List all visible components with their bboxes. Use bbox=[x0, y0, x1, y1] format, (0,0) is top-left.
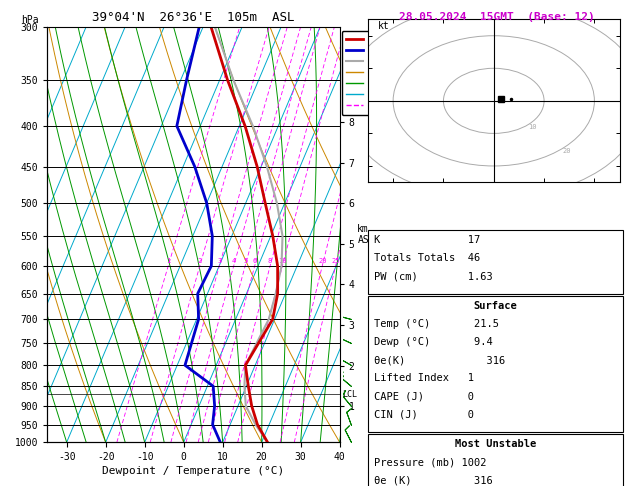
Text: Most Unstable: Most Unstable bbox=[455, 439, 536, 450]
Text: kt: kt bbox=[378, 21, 390, 31]
X-axis label: Dewpoint / Temperature (°C): Dewpoint / Temperature (°C) bbox=[103, 466, 284, 476]
Text: 8: 8 bbox=[268, 258, 272, 264]
Text: θe (K)          316: θe (K) 316 bbox=[374, 475, 493, 486]
Text: Surface: Surface bbox=[474, 301, 517, 312]
Text: hPa: hPa bbox=[21, 15, 38, 25]
Text: 1: 1 bbox=[166, 258, 170, 264]
Text: © weatheronline.co.uk: © weatheronline.co.uk bbox=[435, 469, 559, 479]
Text: Totals Totals  46: Totals Totals 46 bbox=[374, 253, 481, 263]
Text: 25: 25 bbox=[331, 258, 340, 264]
Text: K              17: K 17 bbox=[374, 235, 481, 245]
Text: CAPE (J)       0: CAPE (J) 0 bbox=[374, 391, 474, 401]
Text: Temp (°C)       21.5: Temp (°C) 21.5 bbox=[374, 319, 499, 330]
Text: 28.05.2024  15GMT  (Base: 12): 28.05.2024 15GMT (Base: 12) bbox=[399, 12, 595, 22]
Text: LCL: LCL bbox=[343, 390, 357, 399]
Text: 4: 4 bbox=[231, 258, 236, 264]
Text: Lifted Index   1: Lifted Index 1 bbox=[374, 373, 474, 383]
Text: PW (cm)        1.63: PW (cm) 1.63 bbox=[374, 271, 493, 281]
Title: 39°04'N  26°36'E  105m  ASL: 39°04'N 26°36'E 105m ASL bbox=[92, 11, 294, 24]
Text: 6: 6 bbox=[253, 258, 257, 264]
Text: 20: 20 bbox=[562, 148, 571, 154]
Text: Dewp (°C)       9.4: Dewp (°C) 9.4 bbox=[374, 337, 493, 347]
Text: θe(K)             316: θe(K) 316 bbox=[374, 355, 506, 365]
Text: Pressure (mb) 1002: Pressure (mb) 1002 bbox=[374, 457, 487, 468]
Legend: Temperature, Dewpoint, Parcel Trajectory, Dry Adiabat, Wet Adiabat, Isotherm, Mi: Temperature, Dewpoint, Parcel Trajectory… bbox=[342, 31, 459, 115]
Text: 5: 5 bbox=[243, 258, 247, 264]
Text: 20: 20 bbox=[318, 258, 326, 264]
Text: 2: 2 bbox=[198, 258, 202, 264]
Text: 3: 3 bbox=[217, 258, 221, 264]
Text: CIN (J)        0: CIN (J) 0 bbox=[374, 409, 474, 419]
Text: 10: 10 bbox=[278, 258, 287, 264]
Text: 10: 10 bbox=[528, 124, 537, 130]
Y-axis label: km
ASL: km ASL bbox=[357, 224, 375, 245]
